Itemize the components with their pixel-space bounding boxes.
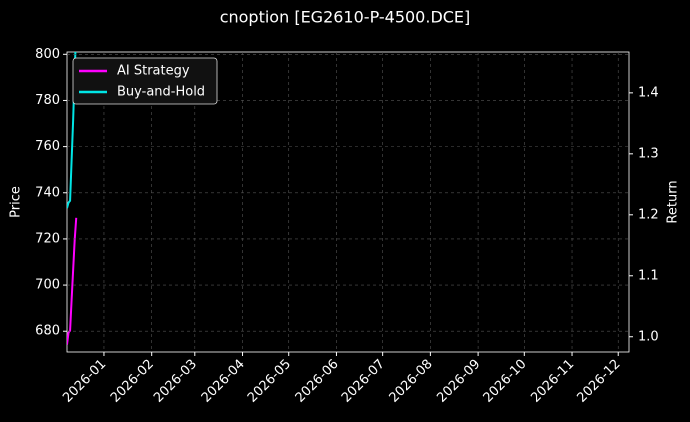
x-tick-label: 2026-04 — [199, 357, 248, 406]
x-tick-label: 2026-02 — [108, 357, 157, 406]
y-tick-label: 720 — [35, 231, 60, 246]
y-tick-label: 780 — [35, 93, 60, 108]
x-tick-label: 2026-06 — [293, 357, 342, 406]
x-tick-label: 2026-10 — [481, 357, 530, 406]
y2-tick-label: 1.0 — [638, 329, 659, 344]
y-tick-label: 700 — [35, 278, 60, 293]
legend-box — [72, 57, 218, 105]
y2-tick-label: 1.1 — [638, 268, 659, 283]
x-tick-label: 2026-07 — [339, 357, 388, 406]
x-tick-label: 2026-11 — [528, 357, 577, 406]
x-tick-label: 2026-12 — [575, 357, 624, 406]
x-tick-label: 2026-05 — [245, 357, 294, 406]
y2-axis-label: Return — [666, 180, 681, 223]
y2-tick-label: 1.4 — [638, 85, 659, 100]
y-tick-label: 740 — [35, 185, 60, 200]
x-tick-label: 2026-09 — [434, 357, 483, 406]
legend-label: AI Strategy — [117, 64, 190, 79]
chart-title: cnoption [EG2610-P-4500.DCE] — [220, 8, 471, 27]
series-line — [67, 217, 78, 345]
y-tick-label: 760 — [35, 139, 60, 154]
y-tick-label: 680 — [35, 324, 60, 339]
y2-tick-label: 1.2 — [638, 207, 659, 222]
y-tick-label: 800 — [35, 47, 60, 62]
x-tick-label: 2026-01 — [60, 357, 109, 406]
y2-tick-label: 1.3 — [638, 146, 659, 161]
y-axis-label: Price — [9, 186, 24, 218]
x-tick-label: 2026-03 — [151, 357, 200, 406]
legend-label: Buy-and-Hold — [117, 85, 205, 100]
x-tick-label: 2026-08 — [387, 357, 436, 406]
